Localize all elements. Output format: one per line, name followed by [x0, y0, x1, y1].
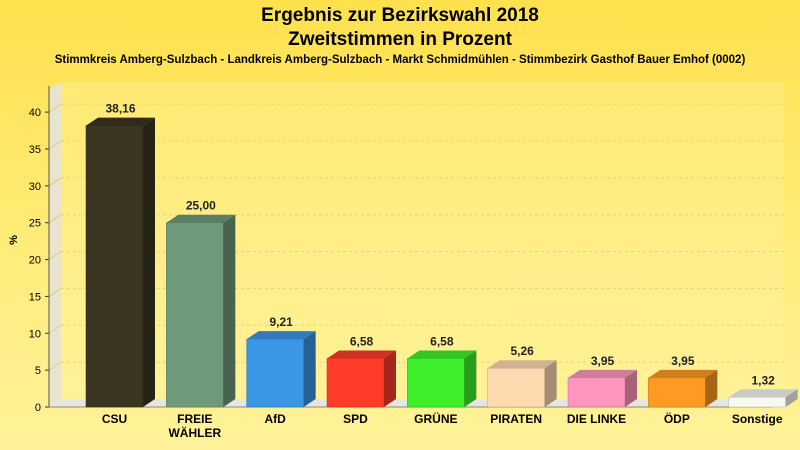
chart-subtitle: Zweitstimmen in Prozent [288, 29, 512, 50]
data-label: 25,00 [186, 199, 216, 213]
bar-side [303, 331, 316, 407]
data-label: 6,58 [430, 334, 454, 348]
x-tick-label: PIRATEN [490, 412, 542, 426]
data-label: 6,58 [350, 334, 374, 348]
bar [487, 367, 545, 408]
y-tick-label: 20 [29, 255, 41, 267]
grid-line-side [48, 140, 62, 150]
y-tick-label: 0 [35, 402, 41, 414]
y-tick-label: 35 [29, 144, 41, 156]
bar-top [568, 369, 637, 378]
y-tick-label: 30 [29, 181, 41, 193]
bar [728, 397, 786, 408]
bar [648, 377, 706, 408]
y-tick-label: 5 [35, 365, 41, 377]
data-label: 9,21 [269, 315, 293, 329]
plot-side-wall [49, 82, 61, 407]
bar-side [544, 360, 557, 407]
grid-line-side [48, 251, 62, 260]
grid-line-side [48, 177, 62, 187]
x-tick-label: WÄHLER [168, 425, 221, 440]
x-tick-label: AfD [265, 412, 287, 426]
x-tick-label: CSU [102, 412, 127, 426]
bar-top [86, 117, 155, 126]
chart-caption: Stimmkreis Amberg-Sulzbach - Landkreis A… [54, 54, 746, 66]
grid-line-side [48, 324, 62, 334]
x-tick-label: DIE LINKE [567, 412, 626, 426]
x-tick-label: GRÜNE [414, 411, 457, 426]
bar [326, 358, 385, 408]
bar-side [464, 350, 477, 407]
bar [246, 338, 304, 408]
bar-side [143, 117, 155, 407]
grid-line-side [48, 103, 62, 113]
x-tick-label: SPD [343, 412, 368, 426]
x-tick-label: ÖDP [664, 411, 690, 426]
bar-top [648, 369, 718, 378]
y-tick-label: 15 [29, 291, 41, 303]
bar-top [407, 350, 477, 359]
plot-back-wall [61, 82, 784, 399]
grid-line-side [48, 288, 62, 297]
data-label: 38,16 [105, 102, 135, 116]
bar-top [728, 389, 798, 398]
bar [567, 377, 626, 408]
y-tick-label: 25 [29, 218, 41, 230]
data-label: 3,95 [671, 354, 695, 368]
x-tick-label: Sonstige [732, 412, 783, 426]
grid-line-side [48, 214, 62, 224]
bar-top [327, 350, 396, 359]
bar-side [705, 369, 718, 407]
bar [166, 222, 224, 408]
data-label: 1,32 [751, 373, 775, 387]
bar-side [625, 369, 637, 407]
chart-title: Ergebnis zur Bezirkswahl 2018 [261, 5, 539, 26]
bar-side [223, 214, 236, 407]
x-tick-label: FREIE [177, 412, 212, 426]
bar-top [487, 360, 557, 369]
data-label: 3,95 [591, 354, 615, 368]
bar-side [785, 389, 798, 407]
bar [85, 125, 144, 408]
bar [407, 358, 465, 408]
y-tick-label: 40 [29, 107, 41, 119]
data-label: 5,26 [510, 344, 534, 358]
bar-side [384, 350, 396, 407]
grid-line-side [48, 361, 62, 371]
bar-top [246, 331, 316, 340]
y-tick-label: 10 [29, 328, 41, 340]
bar-top [166, 214, 236, 223]
